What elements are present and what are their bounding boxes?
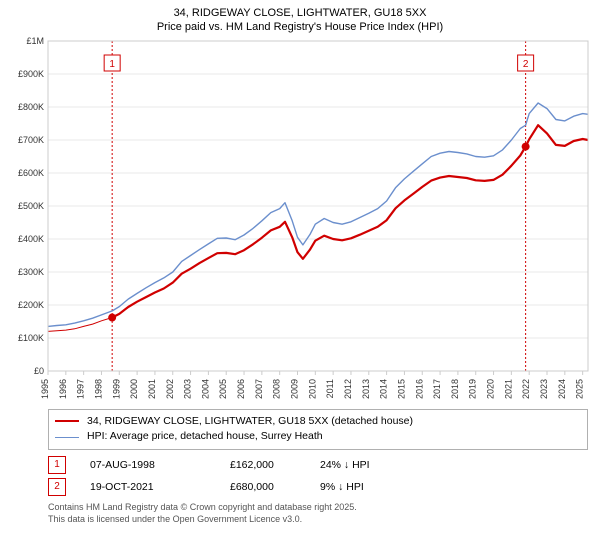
svg-text:£200K: £200K (18, 300, 44, 310)
svg-text:2024: 2024 (557, 379, 567, 399)
svg-text:£100K: £100K (18, 333, 44, 343)
svg-text:2009: 2009 (290, 379, 300, 399)
svg-text:2004: 2004 (200, 379, 210, 399)
title-line2: Price paid vs. HM Land Registry's House … (6, 20, 594, 34)
svg-text:2025: 2025 (575, 379, 585, 399)
svg-text:2018: 2018 (450, 379, 460, 399)
svg-text:1995: 1995 (40, 379, 50, 399)
chart-container: 34, RIDGEWAY CLOSE, LIGHTWATER, GU18 5XX… (0, 0, 600, 560)
table-row: 1 07-AUG-1998 £162,000 24% ↓ HPI (48, 454, 588, 476)
transactions-table: 1 07-AUG-1998 £162,000 24% ↓ HPI 2 19-OC… (48, 454, 588, 498)
svg-text:£900K: £900K (18, 69, 44, 79)
svg-text:2014: 2014 (379, 379, 389, 399)
svg-text:2021: 2021 (503, 379, 513, 399)
legend-swatch-price-paid (55, 420, 79, 422)
svg-text:2023: 2023 (539, 379, 549, 399)
svg-text:£500K: £500K (18, 201, 44, 211)
svg-text:£300K: £300K (18, 267, 44, 277)
legend-item-hpi: HPI: Average price, detached house, Surr… (55, 429, 581, 445)
footnote-line2: This data is licensed under the Open Gov… (48, 514, 588, 526)
svg-text:2012: 2012 (343, 379, 353, 399)
svg-text:2005: 2005 (218, 379, 228, 399)
svg-text:£600K: £600K (18, 168, 44, 178)
svg-text:2002: 2002 (165, 379, 175, 399)
svg-text:2: 2 (523, 59, 529, 70)
transaction-date: 19-OCT-2021 (90, 481, 230, 493)
footnote: Contains HM Land Registry data © Crown c… (48, 502, 588, 525)
svg-text:2008: 2008 (272, 379, 282, 399)
svg-text:2022: 2022 (521, 379, 531, 399)
svg-text:2015: 2015 (396, 379, 406, 399)
legend-label-price-paid: 34, RIDGEWAY CLOSE, LIGHTWATER, GU18 5XX… (87, 414, 413, 430)
svg-text:1996: 1996 (58, 379, 68, 399)
transaction-price: £680,000 (230, 481, 320, 493)
svg-text:2000: 2000 (129, 379, 139, 399)
svg-text:1: 1 (109, 59, 115, 70)
svg-text:2007: 2007 (254, 379, 264, 399)
chart-title: 34, RIDGEWAY CLOSE, LIGHTWATER, GU18 5XX… (6, 6, 594, 35)
marker-number-icon: 2 (48, 478, 66, 496)
table-row: 2 19-OCT-2021 £680,000 9% ↓ HPI (48, 476, 588, 498)
svg-text:£0: £0 (34, 366, 44, 376)
transaction-delta: 9% ↓ HPI (320, 481, 430, 493)
svg-text:2003: 2003 (183, 379, 193, 399)
legend-label-hpi: HPI: Average price, detached house, Surr… (87, 429, 323, 445)
marker-number-icon: 1 (48, 456, 66, 474)
svg-text:£800K: £800K (18, 102, 44, 112)
legend: 34, RIDGEWAY CLOSE, LIGHTWATER, GU18 5XX… (48, 409, 588, 451)
svg-text:£700K: £700K (18, 135, 44, 145)
legend-swatch-hpi (55, 437, 79, 438)
transaction-price: £162,000 (230, 459, 320, 471)
price-chart: £0 £100K £200K £300K £400K £500K £600K £700K £80… (6, 37, 594, 405)
svg-text:2016: 2016 (414, 379, 424, 399)
transaction-date: 07-AUG-1998 (90, 459, 230, 471)
svg-text:2010: 2010 (307, 379, 317, 399)
svg-text:2019: 2019 (468, 379, 478, 399)
svg-text:1997: 1997 (76, 379, 86, 399)
footnote-line1: Contains HM Land Registry data © Crown c… (48, 502, 588, 514)
svg-text:2006: 2006 (236, 379, 246, 399)
svg-text:£1M: £1M (26, 37, 44, 46)
svg-text:2011: 2011 (325, 379, 335, 398)
svg-text:2001: 2001 (147, 379, 157, 399)
title-line1: 34, RIDGEWAY CLOSE, LIGHTWATER, GU18 5XX (6, 6, 594, 20)
svg-text:2020: 2020 (486, 379, 496, 399)
svg-text:£400K: £400K (18, 234, 44, 244)
svg-text:1999: 1999 (111, 379, 121, 399)
svg-text:2017: 2017 (432, 379, 442, 399)
svg-text:1998: 1998 (93, 379, 103, 399)
legend-item-price-paid: 34, RIDGEWAY CLOSE, LIGHTWATER, GU18 5XX… (55, 414, 581, 430)
transaction-delta: 24% ↓ HPI (320, 459, 430, 471)
svg-text:2013: 2013 (361, 379, 371, 399)
